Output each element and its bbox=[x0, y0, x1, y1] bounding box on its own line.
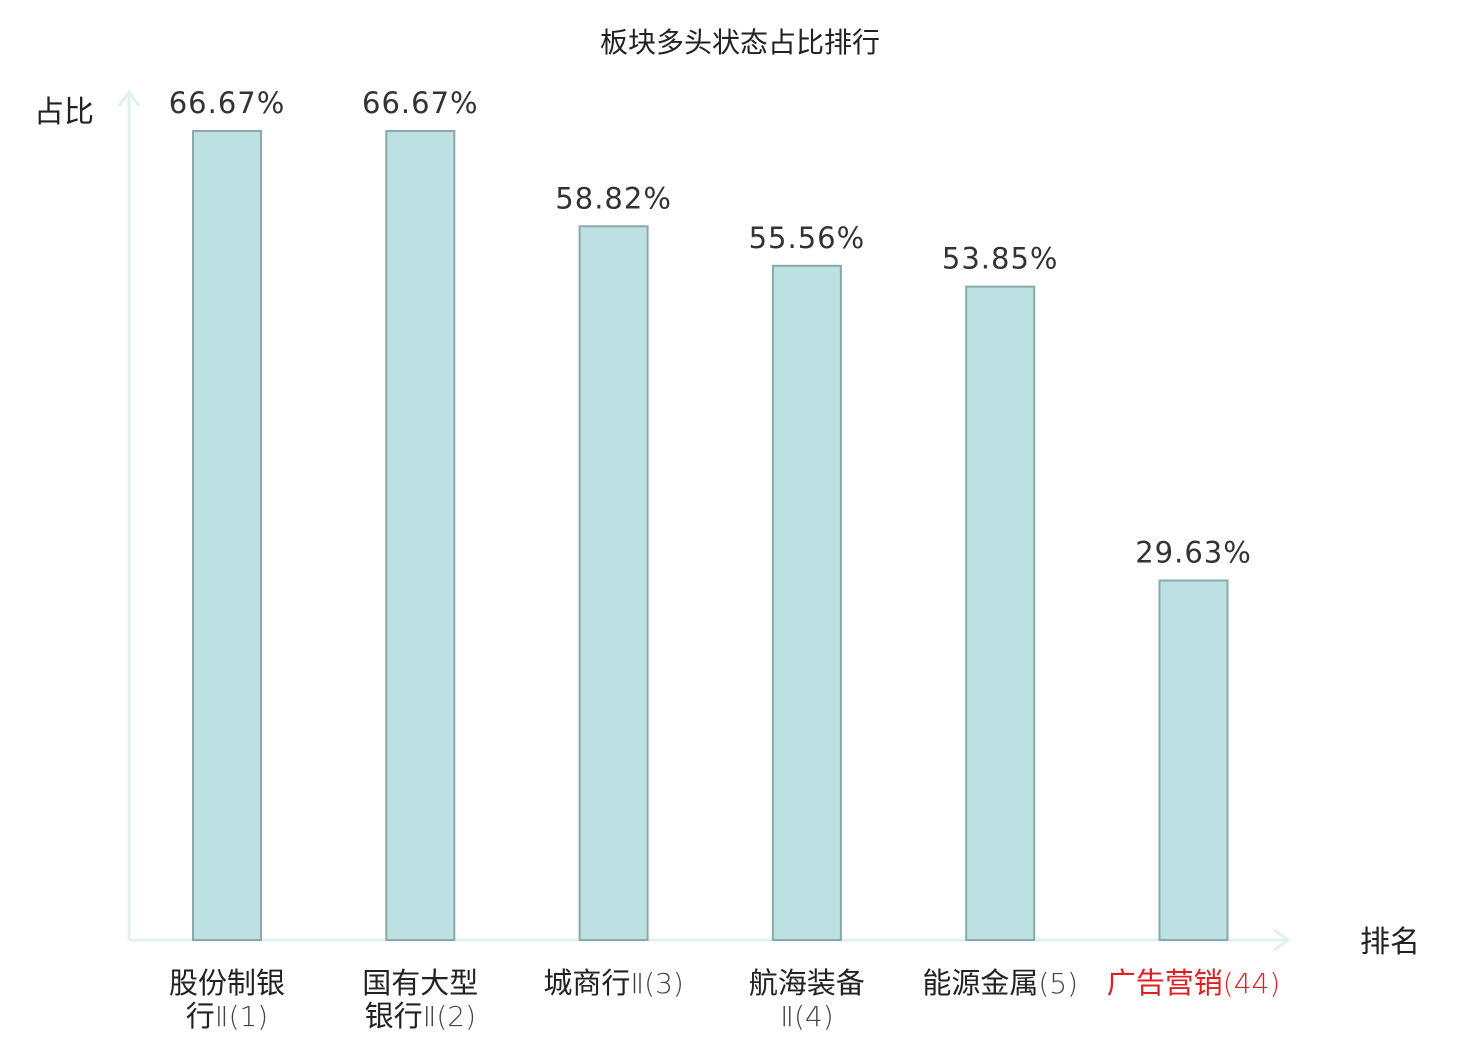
category-label-2-line-1: 国有大型 bbox=[362, 966, 478, 1000]
category-label-5-line-1: 能源金属(5) bbox=[922, 966, 1078, 1000]
bar-series bbox=[192, 130, 1229, 942]
value-label-3: 58.82% bbox=[555, 181, 672, 215]
value-label-5: 53.85% bbox=[942, 242, 1059, 276]
y-axis bbox=[117, 89, 141, 940]
y-axis-label: 占比 bbox=[34, 95, 94, 130]
category-label-1-line-2: 行Ⅱ(1) bbox=[186, 999, 268, 1033]
bar-5 bbox=[965, 285, 1036, 942]
value-label-6: 29.63% bbox=[1135, 536, 1252, 570]
bar-1 bbox=[192, 130, 262, 941]
category-label-4-line-1: 航海装备 bbox=[749, 966, 865, 1000]
bar-4 bbox=[771, 264, 842, 941]
category-label-4-line-2: Ⅱ(4) bbox=[780, 1000, 833, 1033]
value-label-2: 66.67% bbox=[362, 86, 479, 120]
category-label-1-line-1: 股份制银 bbox=[169, 966, 285, 1000]
value-label-1: 66.67% bbox=[169, 86, 286, 120]
category-label-2-line-2: 银行Ⅱ(2) bbox=[365, 999, 476, 1033]
value-label-4: 55.56% bbox=[749, 221, 866, 255]
y-axis-arrow bbox=[117, 89, 141, 107]
x-axis-arrow bbox=[1273, 928, 1291, 952]
x-axis-label: 排名 bbox=[1360, 925, 1420, 960]
value-labels: 66.67% 66.67% 58.82% 55.56% 53.85% 29.63% bbox=[169, 86, 1252, 570]
category-label-3-line-1: 城商行Ⅱ(3) bbox=[543, 966, 683, 1000]
bar-3 bbox=[578, 225, 649, 942]
bar-6 bbox=[1158, 579, 1229, 941]
bar-2 bbox=[385, 130, 456, 941]
chart-title: 板块多头状态占比排行 bbox=[600, 26, 880, 59]
x-axis bbox=[129, 928, 1291, 952]
category-label-6-line-1: 广告营销(44) bbox=[1107, 966, 1281, 1000]
